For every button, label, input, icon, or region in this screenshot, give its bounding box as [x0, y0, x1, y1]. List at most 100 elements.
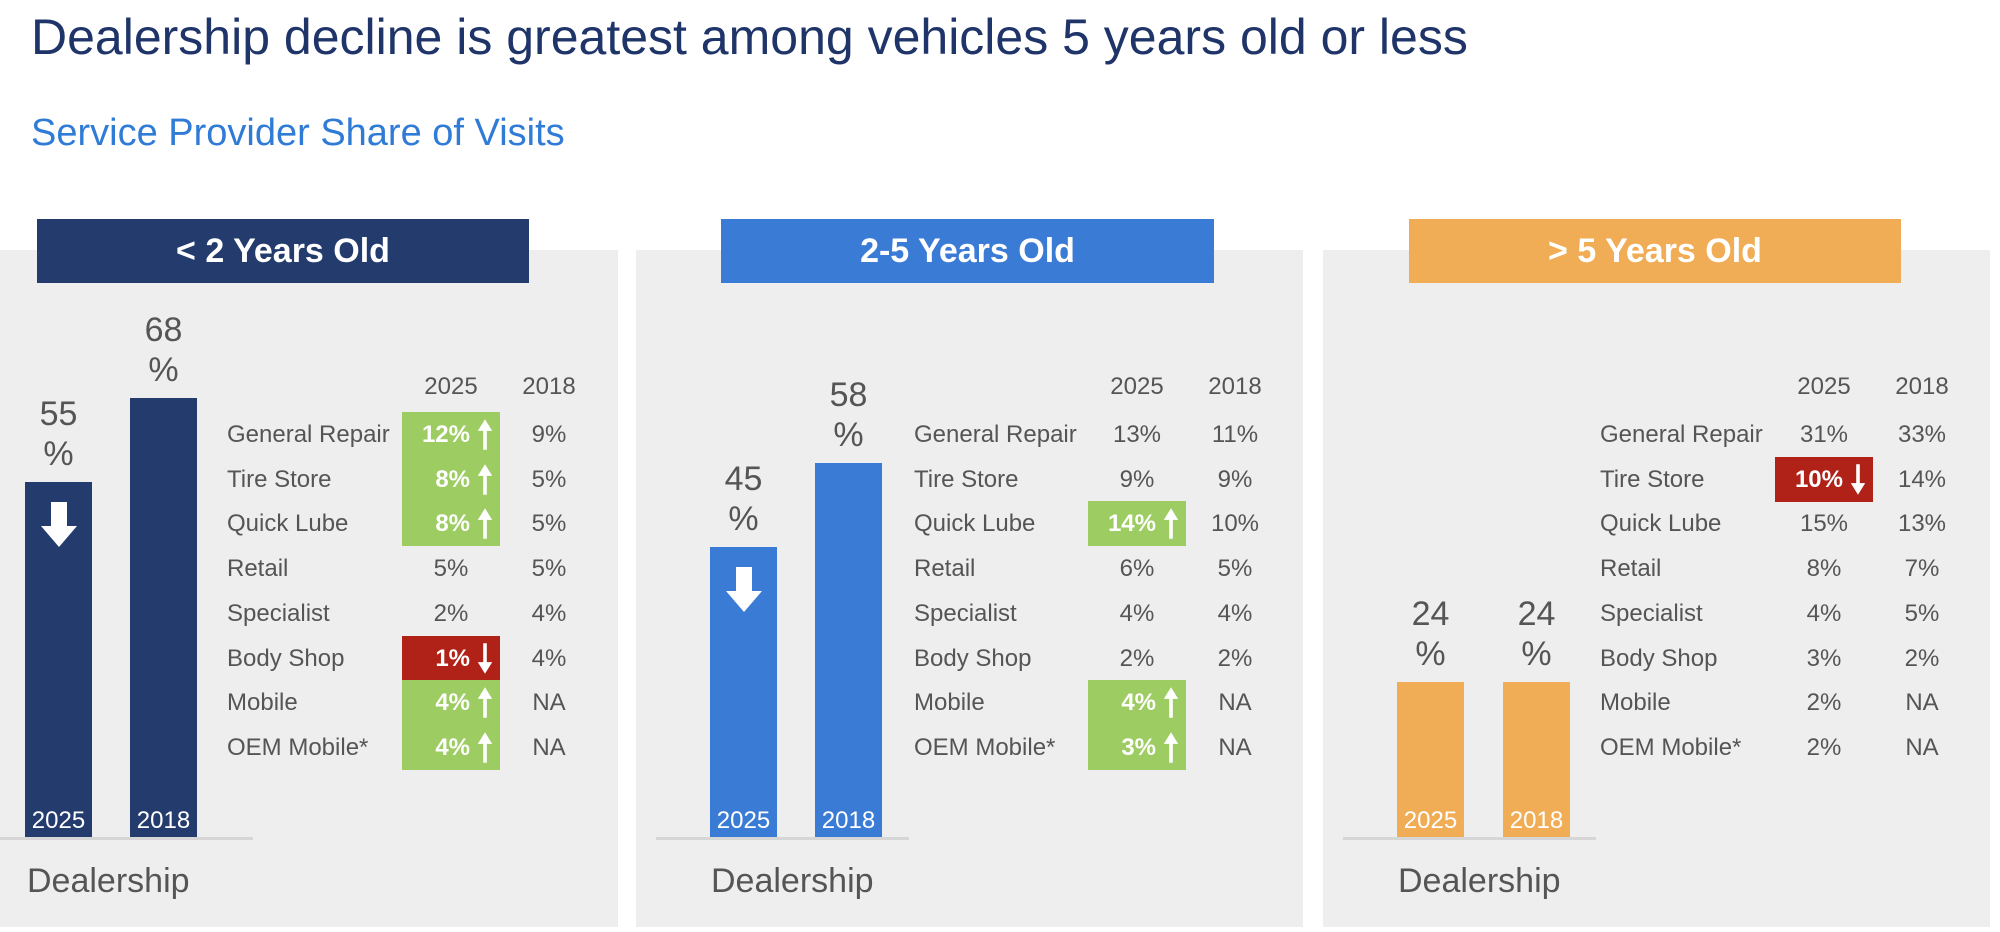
table-cell-2018: NA — [532, 733, 566, 761]
table-cell-2025: 4% — [402, 724, 500, 770]
panel-1 — [0, 250, 618, 927]
table-cell-2025: 2% — [1806, 689, 1842, 717]
table-cell-2025: 10% — [1775, 456, 1873, 502]
column-header-2025: 2025 — [1110, 373, 1164, 400]
table-cell-2025: 8% — [402, 456, 500, 502]
table-row-label: OEM Mobile* — [227, 733, 369, 761]
table-cell-2018: 10% — [1210, 510, 1260, 538]
table-cell-2018: 7% — [1904, 555, 1940, 583]
value-unit: % — [1415, 635, 1446, 674]
value-number: 58 — [829, 375, 868, 414]
cell-value: 1% — [435, 644, 470, 672]
table-cell-2018: 11% — [1211, 421, 1259, 448]
table-row-label: Specialist — [1600, 599, 1703, 627]
page-title: Dealership decline is greatest among veh… — [31, 9, 1468, 65]
column-header-2025: 2025 — [424, 373, 478, 400]
bar-2025: 2025 — [1397, 682, 1464, 837]
column-header-2018: 2018 — [1208, 373, 1262, 400]
bar-2025: 2025 — [710, 546, 777, 837]
table-row-label: Mobile — [914, 689, 985, 717]
bar-category-label: 2018 — [821, 806, 876, 834]
table-cell-2025: 2% — [433, 599, 469, 627]
table-row-label: General Repair — [914, 421, 1077, 448]
table-cell-2025: 6% — [1119, 555, 1155, 583]
table-cell-2025: 4% — [1806, 599, 1842, 627]
x-axis-label: Dealership — [1398, 862, 1561, 900]
table-row-label: Mobile — [227, 689, 298, 717]
table-cell-2018: 14% — [1897, 465, 1947, 493]
bar-2018: 2018 — [130, 398, 197, 837]
cell-value: 4% — [1121, 689, 1156, 717]
table-cell-2018: NA — [1905, 689, 1939, 717]
panel-header: 2-5 Years Old — [721, 219, 1214, 283]
value-number: 68 — [144, 311, 183, 350]
bar-category-label: 2018 — [136, 806, 191, 834]
down-arrow-icon — [1849, 463, 1867, 511]
cell-value: 3% — [1121, 733, 1156, 761]
up-arrow-icon — [476, 418, 494, 466]
table-cell-2025: 15% — [1799, 510, 1849, 538]
down-arrow-icon — [476, 642, 494, 690]
cell-value: 4% — [435, 733, 470, 761]
table-row-label: Body Shop — [1600, 644, 1718, 672]
down-arrow-icon — [40, 502, 78, 553]
bar-category-label: 2018 — [1509, 806, 1564, 834]
up-arrow-icon — [1162, 507, 1180, 555]
table-cell-2018: 9% — [1217, 465, 1253, 493]
table-cell-2025: 8% — [402, 501, 500, 547]
table-cell-2025: 13% — [1112, 421, 1162, 448]
table-row-label: Retail — [227, 555, 289, 583]
table-row-label: Mobile — [1600, 689, 1671, 717]
bar-category-label: 2025 — [31, 807, 86, 834]
table-cell-2025: 31% — [1799, 421, 1849, 448]
cell-value: 12% — [421, 421, 470, 448]
up-arrow-icon — [1162, 686, 1180, 734]
up-arrow-icon — [476, 507, 494, 555]
cell-value: 14% — [1107, 510, 1156, 538]
table-row-label: Retail — [914, 555, 976, 583]
cell-value: 4% — [435, 689, 470, 717]
x-axis-baseline — [0, 837, 253, 840]
table-cell-2018: NA — [1905, 733, 1939, 761]
bar-value-label: 55% — [4, 394, 114, 474]
table-cell-2018: 5% — [531, 510, 567, 538]
table-cell-2018: 2% — [1217, 644, 1253, 672]
bar-2025: 2025 — [25, 482, 92, 837]
table-cell-2018: NA — [532, 689, 566, 717]
table-cell-2018: 5% — [1217, 555, 1253, 583]
table-cell-2025: 2% — [1119, 644, 1155, 672]
table-row-label: Retail — [1600, 555, 1662, 583]
table-cell-2018: NA — [1218, 689, 1252, 717]
bar-value-label: 58% — [794, 375, 904, 455]
table-row-label: Quick Lube — [227, 510, 349, 538]
table-row-label: General Repair — [227, 421, 390, 448]
value-unit: % — [728, 499, 759, 538]
table-cell-2018: 4% — [1217, 599, 1253, 627]
up-arrow-icon — [476, 463, 494, 511]
table-row-label: Tire Store — [1600, 465, 1705, 493]
table-cell-2018: 33% — [1897, 421, 1947, 448]
chart-subtitle: Service Provider Share of Visits — [31, 112, 565, 154]
value-number: 24 — [1411, 595, 1450, 634]
bar-value-label: 24% — [1482, 594, 1592, 674]
cell-value: 8% — [435, 510, 470, 538]
panel-header: > 5 Years Old — [1409, 219, 1901, 283]
value-unit: % — [833, 415, 864, 454]
value-unit: % — [43, 435, 74, 474]
table-cell-2025: 3% — [1088, 724, 1186, 770]
table-cell-2018: 13% — [1897, 510, 1947, 538]
bar-value-label: 24% — [1376, 594, 1486, 674]
table-cell-2018: 9% — [531, 421, 567, 448]
table-cell-2025: 4% — [1088, 680, 1186, 726]
column-header-2018: 2018 — [1895, 373, 1949, 400]
bar-value-label: 45% — [689, 459, 799, 539]
table-row-label: Quick Lube — [1600, 510, 1722, 538]
x-axis-baseline — [1343, 837, 1596, 840]
table-cell-2025: 14% — [1088, 501, 1186, 547]
table-cell-2018: 5% — [531, 465, 567, 493]
x-axis-baseline — [656, 837, 909, 840]
table-cell-2025: 5% — [433, 555, 469, 583]
table-row-label: Tire Store — [914, 465, 1019, 493]
bar-2018: 2018 — [815, 462, 882, 837]
table-cell-2018: NA — [1218, 733, 1252, 761]
